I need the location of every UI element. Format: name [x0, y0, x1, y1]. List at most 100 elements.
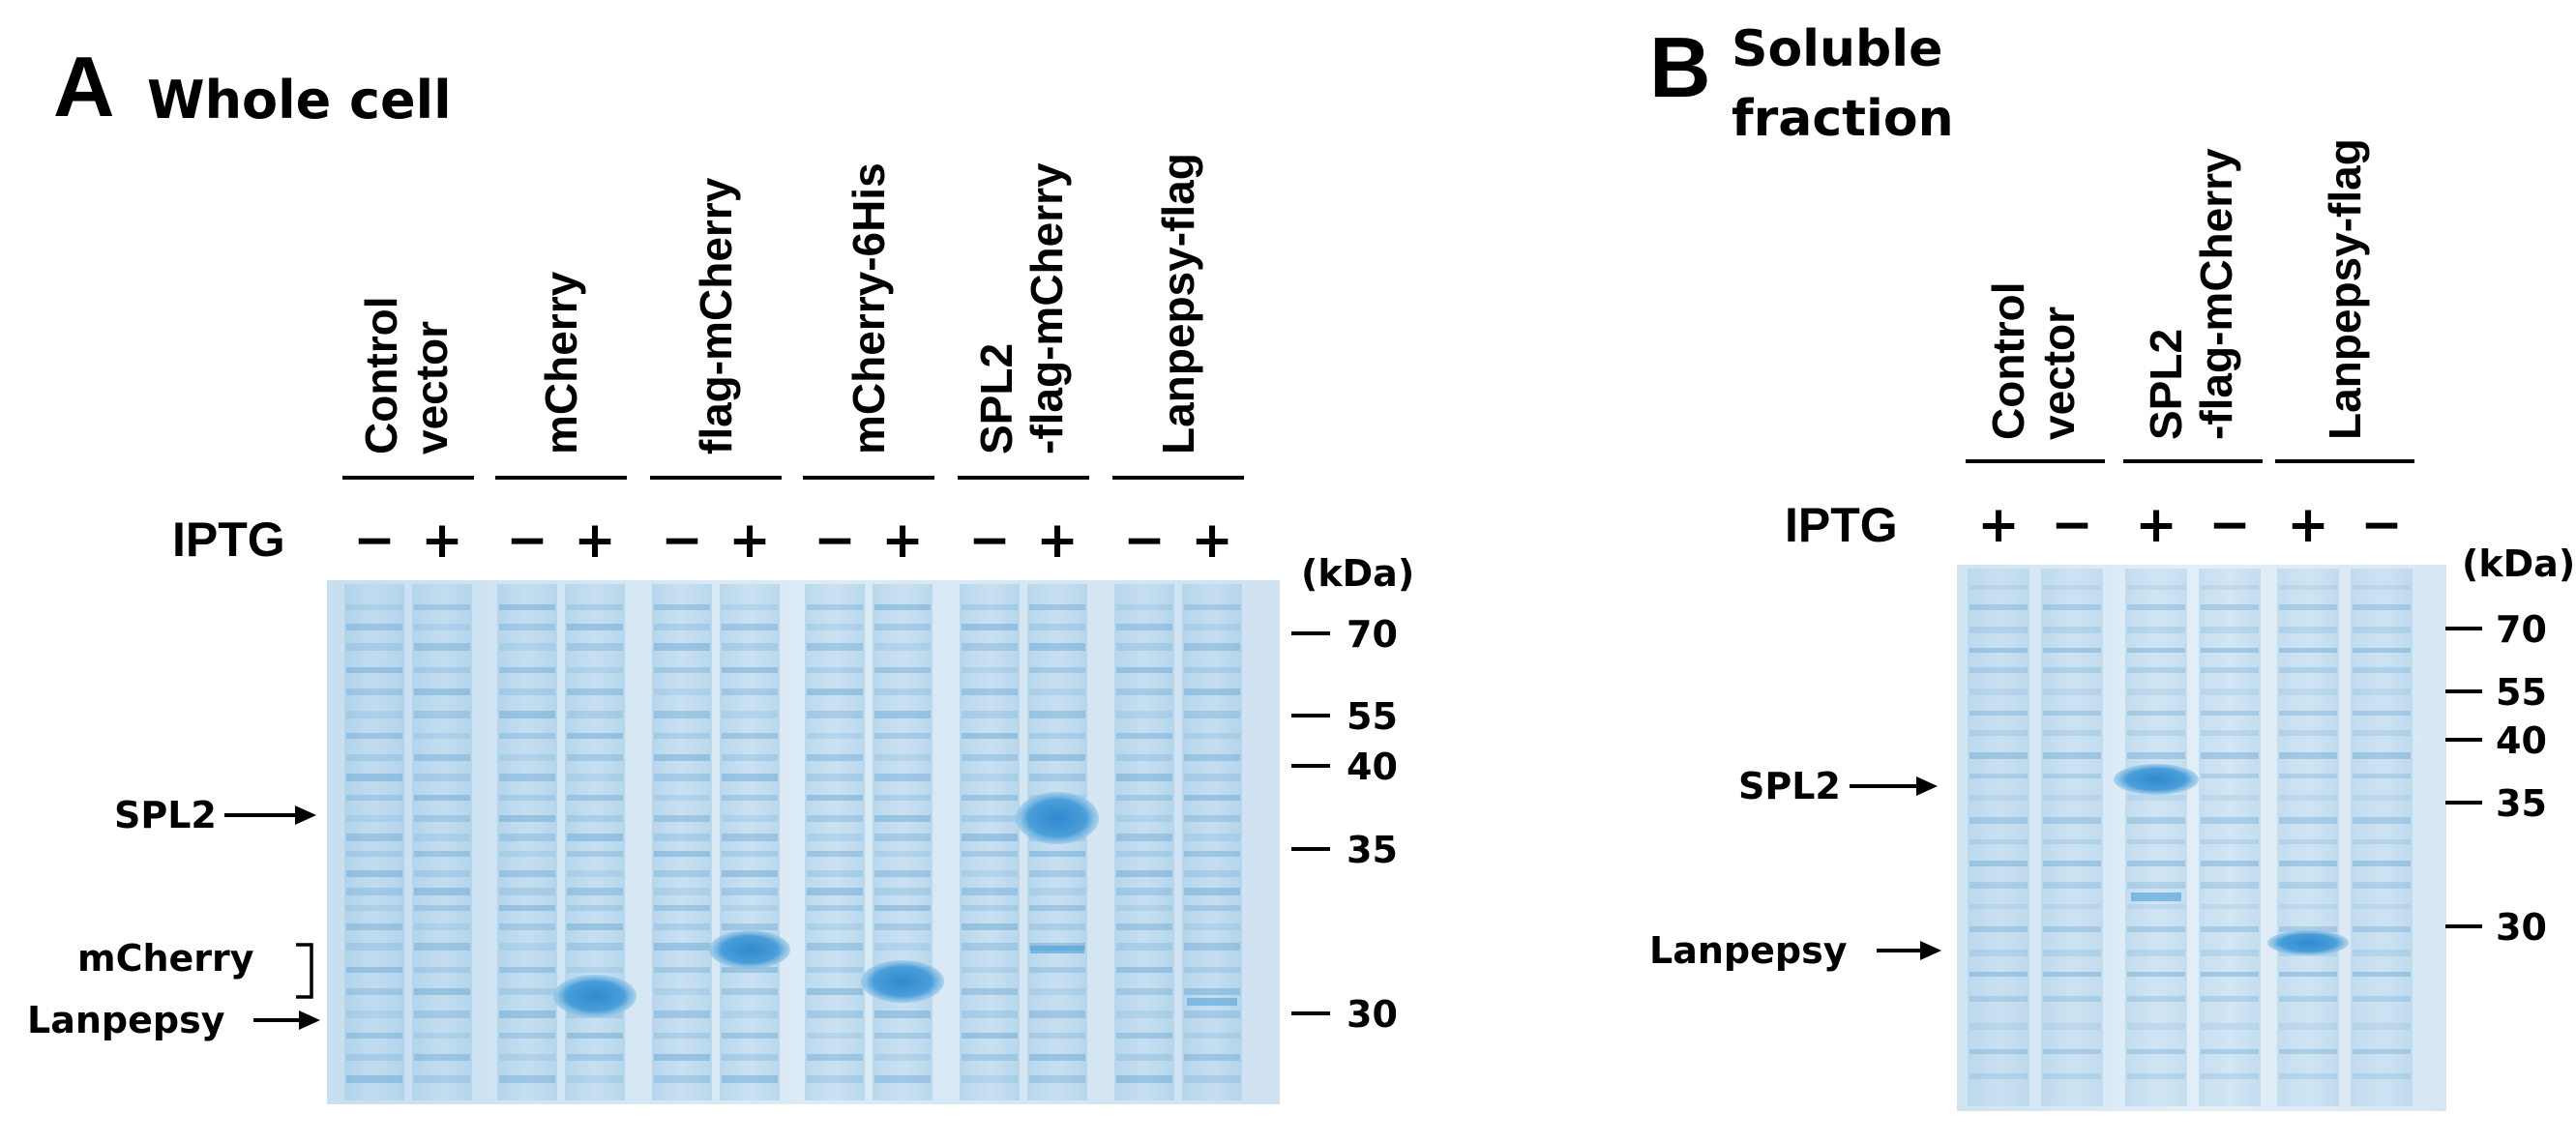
gel-band — [2279, 861, 2337, 866]
gel-band — [499, 1033, 555, 1039]
gel-band — [2353, 627, 2411, 633]
gel-band — [1184, 834, 1240, 841]
gel-lane — [2277, 569, 2339, 1106]
gel-band — [2279, 711, 2337, 716]
gel-band — [414, 851, 470, 857]
iptg-sign: + — [1977, 496, 2020, 554]
gel-band — [807, 888, 863, 895]
gel-band — [722, 870, 778, 877]
gel-band — [1969, 667, 2028, 673]
gel-band — [1184, 1010, 1240, 1018]
gel-band — [807, 815, 863, 822]
gel-band — [2279, 1049, 2337, 1054]
gel-band — [414, 967, 470, 973]
gel-band — [499, 870, 555, 877]
marker-label: 35 — [2496, 782, 2547, 825]
gel-band — [2353, 688, 2411, 695]
panel-a-markers: 70 55 40 35 30 — [1291, 613, 1398, 1036]
gel-band — [1184, 815, 1240, 822]
gel-band — [807, 624, 863, 630]
gel-band — [567, 774, 623, 781]
gel-band — [962, 888, 1018, 895]
gel-band — [962, 604, 1018, 610]
gel-band — [2043, 817, 2101, 824]
gel-band — [346, 815, 402, 822]
gel-band — [2043, 627, 2101, 633]
gel-band — [1116, 834, 1172, 841]
gel-band — [1969, 950, 2028, 956]
gel-band — [2201, 1073, 2259, 1079]
gel-band — [874, 943, 931, 951]
panel-a-lane-label: flag-mCherry — [691, 177, 741, 454]
gel-band — [2279, 904, 2337, 909]
gel-band — [722, 815, 778, 822]
panel-a-iptg-label: IPTG — [172, 512, 285, 567]
gel-band — [807, 754, 863, 761]
gel-band — [2201, 752, 2259, 759]
gel-band — [654, 815, 710, 822]
panel-a-spl2-arrow — [224, 805, 316, 825]
gel-lane — [720, 584, 780, 1100]
gel-band — [654, 754, 710, 761]
gel-band — [1184, 688, 1240, 695]
gel-band — [962, 643, 1018, 651]
gel-band — [1029, 870, 1085, 877]
gel-band — [2043, 882, 2101, 889]
iptg-sign: + — [2287, 496, 2329, 554]
panel-a-kda-label: (kDa) — [1301, 552, 1414, 595]
marker-label: 30 — [2496, 906, 2547, 949]
gel-band — [2127, 1023, 2185, 1030]
gel-band — [2201, 627, 2259, 633]
gel-band — [874, 624, 931, 630]
panel-b-lane-label: Control — [1983, 281, 2033, 440]
marker-label: 40 — [2496, 719, 2547, 762]
panel-a-iptg-signs: − + − + − + − + − + − + — [353, 512, 1233, 570]
gel-lane — [2125, 569, 2187, 1106]
gel-band — [414, 795, 470, 801]
gel-lane — [1968, 569, 2029, 1106]
gel-band — [654, 967, 710, 973]
gel-band — [567, 667, 623, 673]
gel-band — [414, 688, 470, 695]
gel-band — [2127, 996, 2185, 1002]
gel-band — [2127, 752, 2185, 759]
gel-band — [2353, 882, 2411, 889]
iptg-sign: + — [1191, 512, 1233, 570]
gel-lane — [1114, 584, 1174, 1100]
gel-band — [2201, 1023, 2259, 1030]
gel-band — [414, 1054, 470, 1061]
panel-b-iptg-label: IPTG — [1785, 498, 1898, 552]
gel-band — [346, 1075, 402, 1083]
gel-band — [1116, 667, 1172, 673]
gel-band — [1969, 774, 2028, 778]
gel-band — [1116, 643, 1172, 651]
gel-band — [414, 923, 470, 930]
gel-band — [2201, 817, 2259, 824]
gel-band — [499, 815, 555, 822]
marker-label: 55 — [2496, 671, 2547, 714]
gel-band — [962, 943, 1018, 951]
gel-band — [654, 870, 710, 877]
gel-band — [1969, 752, 2028, 759]
gel-band — [807, 870, 863, 877]
gel-band — [414, 888, 470, 895]
gel-band — [2127, 667, 2185, 673]
iptg-sign: − — [2208, 496, 2251, 554]
gel-band — [2201, 861, 2259, 866]
gel-band — [1029, 988, 1085, 995]
gel-band — [962, 688, 1018, 695]
gel-band — [2127, 795, 2185, 801]
gel-band — [414, 905, 470, 911]
gel-band — [2353, 604, 2411, 610]
gel-band — [346, 905, 402, 911]
gel-band — [2201, 604, 2259, 610]
gel-band — [567, 1075, 623, 1083]
gel-band — [807, 643, 863, 651]
gel-band — [874, 688, 931, 695]
panel-b-lane-label: Lanpepsy-flag — [2320, 138, 2370, 440]
gel-band — [567, 1033, 623, 1039]
gel-band — [567, 733, 623, 739]
gel-band — [962, 774, 1018, 781]
gel-band — [654, 1033, 710, 1039]
